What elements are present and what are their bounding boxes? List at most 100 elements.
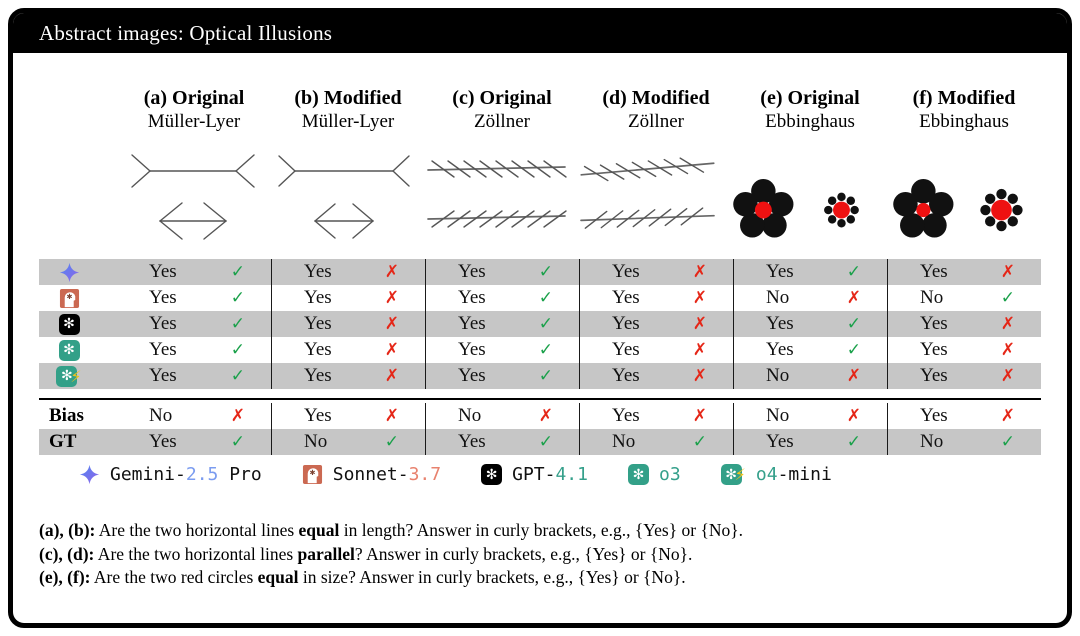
answer-cell: Yes ✗ — [887, 403, 1041, 429]
o3-icon: ✻ — [627, 464, 649, 485]
answer-cell: Yes ✗ — [579, 363, 733, 389]
answer-text: Yes — [458, 365, 486, 386]
zollner-original-svg — [426, 160, 567, 228]
summary-label-cell: GT — [39, 429, 117, 455]
legend-model-name: o3 — [658, 464, 681, 485]
answer-text: Yes — [149, 313, 177, 334]
cross-icon: ✗ — [230, 406, 245, 426]
check-icon: ✓ — [1000, 288, 1015, 308]
check-icon: ✓ — [384, 432, 399, 452]
model-icon-cell — [39, 259, 117, 285]
cross-icon: ✗ — [384, 262, 399, 282]
answer-text: Yes — [304, 261, 332, 282]
check-icon: ✓ — [230, 340, 245, 360]
cross-icon: ✗ — [846, 406, 861, 426]
answer-cell: Yes ✓ — [117, 259, 271, 285]
answer-cell: No ✗ — [733, 403, 887, 429]
answer-cell: Yes ✗ — [579, 337, 733, 363]
check-icon: ✓ — [538, 288, 553, 308]
cross-icon: ✗ — [692, 406, 707, 426]
answer-text: Yes — [458, 339, 486, 360]
answer-cell: Yes ✗ — [887, 337, 1041, 363]
cross-icon: ✗ — [1000, 406, 1015, 426]
cross-icon: ✗ — [692, 366, 707, 386]
answer-text: Yes — [458, 431, 486, 452]
cross-icon: ✗ — [692, 340, 707, 360]
sonnet-icon: ✱ — [59, 288, 80, 309]
check-icon: ✓ — [230, 432, 245, 452]
answer-cell: Yes ✓ — [733, 429, 887, 455]
check-icon: ✓ — [230, 288, 245, 308]
illusion-image-row — [39, 143, 1041, 247]
check-icon: ✓ — [230, 366, 245, 386]
answer-cell: Yes ✓ — [733, 311, 887, 337]
answer-cell: No ✗ — [117, 403, 271, 429]
gemini-icon — [79, 464, 100, 485]
cross-icon: ✗ — [692, 314, 707, 334]
summary-separator-rule — [39, 398, 1041, 400]
model-row-sonnet-3-7: ✱ Yes ✓ Yes ✗ Yes ✓ Yes ✗ No ✗ No ✓ — [39, 285, 1041, 311]
answer-text: No — [458, 405, 482, 426]
answer-cell: Yes ✓ — [117, 337, 271, 363]
answer-cell: No ✓ — [887, 429, 1041, 455]
legend-model-name: Gemini-2.5 Pro — [110, 464, 262, 485]
answer-cell: Yes ✗ — [271, 337, 425, 363]
model-row-gpt-4-1: ✻ Yes ✓ Yes ✗ Yes ✓ Yes ✗ Yes ✓ Yes ✗ — [39, 311, 1041, 337]
answer-cell: Yes ✓ — [117, 311, 271, 337]
answer-cell: Yes ✗ — [271, 403, 425, 429]
answer-cell: No ✗ — [425, 403, 579, 429]
cross-icon: ✗ — [692, 262, 707, 282]
figure-title-bar: Abstract images: Optical Illusions — [13, 13, 1067, 53]
cross-icon: ✗ — [384, 314, 399, 334]
answer-cell: Yes ✗ — [271, 285, 425, 311]
answer-text: Yes — [920, 405, 948, 426]
column-header-f: (f) Modified Ebbinghaus — [912, 87, 1016, 132]
answer-text: Yes — [766, 261, 794, 282]
answer-cell: Yes ✓ — [117, 429, 271, 455]
column-header-a: (a) Original Müller-Lyer — [143, 87, 245, 132]
answer-cell: Yes ✗ — [271, 363, 425, 389]
cross-icon: ✗ — [384, 366, 399, 386]
answer-text: Yes — [612, 405, 640, 426]
legend-item: ✱ Sonnet-3.7 — [302, 464, 441, 485]
summary-label: Bias — [49, 405, 84, 426]
cross-icon: ✗ — [384, 340, 399, 360]
answer-text: Yes — [766, 339, 794, 360]
answer-cell: Yes ✓ — [733, 259, 887, 285]
figure-frame: Abstract images: Optical Illusions (a) O… — [8, 8, 1072, 628]
answer-text: Yes — [304, 405, 332, 426]
zollner-modified-svg — [579, 157, 715, 229]
column-header-c: (c) Original Zöllner — [452, 87, 552, 132]
answer-cell: Yes ✗ — [579, 285, 733, 311]
summary-rows: Bias No ✗ Yes ✗ No ✗ Yes ✗ No ✗ Yes ✗ GT Yes ✓ No ✓ Yes ✓ No… — [39, 403, 1041, 455]
legend-item: Gemini-2.5 Pro — [79, 464, 262, 485]
answer-cell: Yes ✓ — [425, 337, 579, 363]
answer-cell: Yes ✗ — [887, 311, 1041, 337]
ebbinghaus-modified-figure — [881, 143, 1041, 247]
answer-cell: Yes ✓ — [425, 363, 579, 389]
o4-mini-icon: ✻ ⚡ — [56, 365, 82, 387]
answer-text: Yes — [149, 287, 177, 308]
muller-lyer-modified-figure — [268, 143, 419, 247]
answer-cell: No ✓ — [271, 429, 425, 455]
answer-text: No — [149, 405, 173, 426]
ebbinghaus-modified-svg — [893, 179, 1023, 238]
answer-text: No — [920, 287, 944, 308]
answer-text: No — [304, 431, 328, 452]
answer-cell: Yes ✓ — [117, 363, 271, 389]
svg-text:✱: ✱ — [309, 468, 315, 477]
model-icon-cell: ✻ — [39, 337, 117, 363]
check-icon: ✓ — [538, 262, 553, 282]
column-header-row: (a) Original Müller-Lyer (b) Modified Mü… — [39, 87, 1041, 133]
footnote-line: (c), (d): Are the two horizontal lines p… — [39, 543, 693, 564]
answer-cell: No ✓ — [579, 429, 733, 455]
lightning-bolt-icon: ⚡ — [70, 366, 82, 386]
check-icon: ✓ — [230, 262, 245, 282]
o3-icon: ✻ — [58, 339, 80, 361]
cross-icon: ✗ — [692, 288, 707, 308]
footnote-line: (a), (b): Are the two horizontal lines e… — [39, 520, 744, 540]
answer-text: Yes — [766, 313, 794, 334]
answer-text: Yes — [612, 313, 640, 334]
answer-text: Yes — [766, 431, 794, 452]
answer-text: Yes — [304, 287, 332, 308]
